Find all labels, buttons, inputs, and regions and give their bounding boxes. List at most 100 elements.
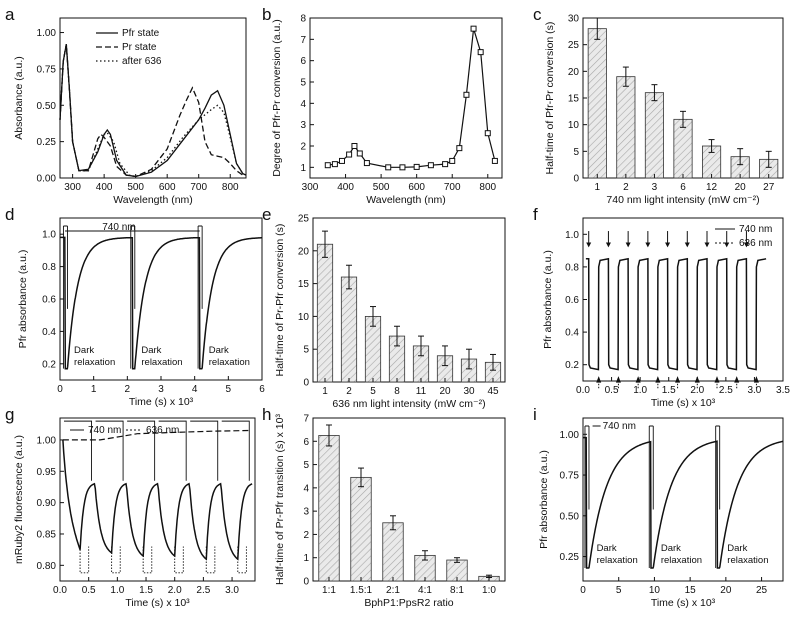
- panel-f-arrowhead-740: [665, 242, 671, 248]
- panel-c-category-label: 6: [680, 182, 686, 193]
- panel-b-marker: [470, 25, 477, 32]
- panel-d-xtick-label: 0: [57, 384, 63, 395]
- panel-f-xtick-label: 1.0: [633, 385, 647, 396]
- panel-d-annotation-line: Dark: [209, 345, 229, 356]
- panel-b-xtick-label: 300: [302, 182, 319, 193]
- panel-h-ytick-label: 3: [303, 507, 309, 518]
- panel-g-ytick-label: 0.90: [37, 498, 57, 509]
- panel-c-bar: [673, 118, 693, 179]
- panel-e-category-label: 20: [439, 386, 451, 397]
- panel-f-arrowhead-636: [714, 376, 720, 383]
- panel-f-xtick-label: 3.0: [747, 385, 761, 396]
- panel-b-xtick-label: 600: [408, 182, 425, 193]
- panel-c-xlabel: 740 nm light intensity (mW cm⁻²): [606, 194, 759, 206]
- panel-i-series-line: [583, 436, 784, 569]
- panel-h-category-label: 1:1: [322, 585, 336, 596]
- panel-e-bar: [316, 243, 334, 383]
- panel-f-xlabel: Time (s) x 10³: [651, 397, 716, 409]
- panel-b-marker: [477, 49, 484, 56]
- panel-e-category-label: 8: [394, 386, 400, 397]
- panel-g-legend-label: 740 nm: [88, 425, 121, 436]
- panel-i-annotation: Dark relaxation: [661, 543, 702, 566]
- panel-g-ytick-label: 0.80: [37, 561, 57, 572]
- panel-d-xtick-label: 4: [192, 384, 198, 395]
- panel-c-ytick-label: 15: [568, 94, 580, 105]
- panel-letter-d: d: [5, 205, 14, 224]
- panel-f-arrowhead-636: [655, 376, 661, 383]
- panel-f-arrowhead-740: [645, 242, 651, 248]
- panel-a-ytick-label: 0.25: [37, 137, 57, 148]
- panel-a-series-line: [59, 44, 244, 178]
- panel-i-xtick-label: 15: [685, 585, 697, 596]
- panel-d-annotation-line: Dark: [74, 345, 94, 356]
- panel-b-ytick-label: 1: [300, 163, 306, 174]
- panel-a-ytick-label: 0.00: [37, 174, 57, 185]
- panel-b-frame: [309, 17, 503, 179]
- panel-e-ytick-label: 20: [298, 246, 310, 257]
- panel-b-xtick-label: 700: [444, 182, 461, 193]
- panel-c-ytick-label: 20: [568, 67, 580, 78]
- panel-h-ytick-label: 4: [303, 483, 309, 494]
- panel-f-xtick-label: 3.5: [776, 385, 790, 396]
- panel-h-ytick-label: 5: [303, 460, 309, 471]
- panel-g-ytick-label: 0.85: [37, 529, 57, 540]
- panel-b-marker: [351, 143, 358, 149]
- panel-d-annotation: Dark relaxation: [141, 345, 182, 368]
- panel-f-ylabel: Pfr absorbance (a.u.): [542, 250, 554, 349]
- panel-letter-c: c: [533, 5, 542, 24]
- panel-h-ytick-label: 6: [303, 437, 309, 448]
- panel-g-bracket-740: [64, 420, 92, 481]
- panel-letter-a: a: [5, 5, 15, 24]
- panel-d-annotation-line: relaxation: [74, 357, 115, 368]
- panel-d-ylabel: Pfr absorbance (a.u.): [17, 250, 29, 349]
- panel-d-xtick-label: 6: [259, 384, 265, 395]
- panel-d-ytick-label: 0.2: [42, 359, 56, 370]
- panel-i-xtick-label: 5: [616, 585, 622, 596]
- panel-i-xlabel: Time (s) x 10³: [651, 597, 716, 609]
- panel-d-light-label: 740 nm: [102, 222, 135, 233]
- panel-d-annotation-line: Dark: [141, 345, 161, 356]
- panel-a-ytick-label: 1.00: [37, 28, 57, 39]
- panel-c-category-label: 20: [735, 182, 747, 193]
- panel-g-xlabel: Time (s) x 10³: [125, 597, 190, 609]
- panel-f-arrowhead-636: [753, 376, 759, 383]
- panel-f-ytick-label: 0.8: [565, 262, 579, 273]
- panel-letter-i: i: [533, 405, 537, 424]
- panel-e-ytick-label: 25: [298, 214, 310, 225]
- panel-d-pulse-bracket: [197, 225, 203, 369]
- panel-b-marker: [491, 157, 498, 164]
- panel-b-marker: [339, 157, 345, 164]
- panel-a-xtick-label: 700: [190, 182, 207, 193]
- panel-i-pulse-bracket: [584, 425, 590, 568]
- panel-h-category-label: 8:1: [450, 585, 464, 596]
- panel-f-arrowhead-636: [615, 376, 621, 383]
- panel-e-category-label: 1: [322, 386, 328, 397]
- panel-b-xtick-label: 500: [373, 182, 390, 193]
- panel-g-frame: [59, 417, 256, 582]
- panel-c-ytick-label: 5: [573, 147, 579, 158]
- panel-g-series-line: [62, 439, 253, 561]
- panel-a-xlabel: Wavelength (nm): [113, 194, 193, 206]
- panel-b-ytick-label: 7: [300, 35, 306, 46]
- panel-f-legend-label: 636 nm: [739, 238, 772, 249]
- panel-e-category-label: 45: [487, 386, 499, 397]
- panel-i-annotation-line: Dark: [661, 543, 681, 554]
- panel-h-frame: [312, 417, 506, 582]
- panel-i-ytick-label: 0.75: [560, 471, 580, 482]
- panel-b-ytick-label: 5: [300, 78, 306, 89]
- panel-c-bar: [616, 76, 636, 179]
- panel-a-legend-label: Pr state: [122, 42, 157, 53]
- panel-f-arrowhead-740: [586, 242, 592, 248]
- panel-c-bar: [587, 28, 607, 179]
- panel-f-arrowhead-636: [675, 376, 681, 383]
- panel-f-arrowhead-636: [734, 376, 740, 383]
- panel-i-annotation: Dark relaxation: [597, 543, 638, 566]
- panel-f-xtick-label: 0.0: [576, 385, 590, 396]
- panel-f-xtick-label: 0.5: [605, 385, 619, 396]
- panel-c-bar: [644, 92, 664, 179]
- panel-c-ytick-label: 0: [573, 174, 579, 185]
- panel-e-bar: [340, 276, 358, 383]
- panel-letter-e: e: [262, 205, 271, 224]
- panel-g-ytick-label: 1.00: [37, 435, 57, 446]
- panel-d-xlabel: Time (s) x 10³: [129, 396, 194, 408]
